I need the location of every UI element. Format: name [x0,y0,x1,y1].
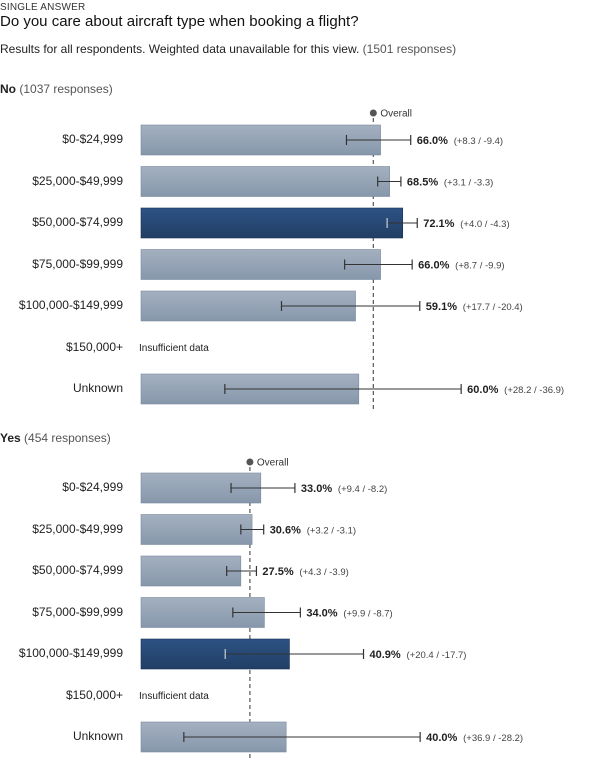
bar [140,514,253,545]
value-label: 72.1% [423,218,454,230]
overall-label: Overall [257,458,289,469]
value-label: 27.5% [262,566,293,578]
confidence-interval-label: (+8.7 / -9.9) [455,261,504,272]
category-label: Unknown [72,729,123,743]
confidence-interval-label: (+20.4 / -17.7) [407,650,467,661]
value-label: 66.0% [417,135,448,147]
confidence-interval-label: (+3.1 / -3.3) [444,178,493,189]
insufficient-data-label: Insufficient data [139,343,209,354]
overall-marker-dot [246,458,254,466]
category-label: $50,000-$74,999 [32,563,123,577]
category-label: $150,000+ [65,687,123,702]
group-name: Yes [0,431,21,445]
category-label: $100,000-$149,999 [18,646,123,660]
category-label: $75,000-$99,999 [32,604,123,619]
value-label: 30.6% [270,525,301,537]
group-response-count: (454 responses) [24,431,111,445]
value-label: 33.0% [301,483,332,495]
group-heading-no: No (1037 responses) [0,82,113,96]
bar [140,124,381,156]
question-title: Do you care about aircraft type when boo… [0,13,359,30]
category-label: $150,000+ [65,339,123,354]
confidence-interval-label: (+17.7 / -20.4) [463,302,523,313]
value-label: 34.0% [306,608,337,620]
bar [140,207,404,239]
category-label: $25,000-$49,999 [32,521,123,536]
group-response-count: (1037 responses) [19,82,113,96]
confidence-interval-label: (+28.2 / -36.9) [504,385,564,396]
category-label: $0-$24,999 [62,480,123,494]
value-label: 40.9% [370,649,401,661]
value-label: 66.0% [418,260,449,272]
confidence-interval-label: (+4.0 / -4.3) [460,219,509,230]
category-label: $75,000-$99,999 [32,256,123,271]
total-response-count: (1501 responses) [362,42,457,56]
category-label: $25,000-$49,999 [32,173,123,188]
insufficient-data-label: Insufficient data [139,691,209,702]
results-subtitle: Results for all respondents. Weighted da… [0,42,456,56]
group-name: No [0,82,16,96]
confidence-interval-label: (+4.3 / -3.9) [299,567,348,578]
overall-marker-dot [369,109,377,117]
value-label: 59.1% [426,301,457,313]
bar [140,166,390,197]
confidence-interval-label: (+9.9 / -8.7) [343,609,392,620]
confidence-interval-label: (+9.4 / -8.2) [338,484,387,495]
bar [140,249,381,280]
overall-label: Overall [380,109,412,120]
category-label: Unknown [72,381,123,395]
subtitle-text: Results for all respondents. Weighted da… [0,42,360,56]
category-label: $100,000-$149,999 [18,298,123,312]
confidence-interval-label: (+36.9 / -28.2) [463,733,523,744]
group-heading-yes: Yes (454 responses) [0,431,111,445]
value-label: 60.0% [467,384,498,396]
category-label: $0-$24,999 [62,132,123,146]
category-label: $50,000-$74,999 [32,215,123,229]
confidence-interval-label: (+3.2 / -3.1) [307,526,356,537]
bar [140,555,242,587]
answer-type-label: SINGLE ANSWER [0,2,86,13]
confidence-interval-label: (+8.3 / -9.4) [454,136,503,147]
value-label: 68.5% [407,177,438,189]
value-label: 40.0% [426,732,457,744]
